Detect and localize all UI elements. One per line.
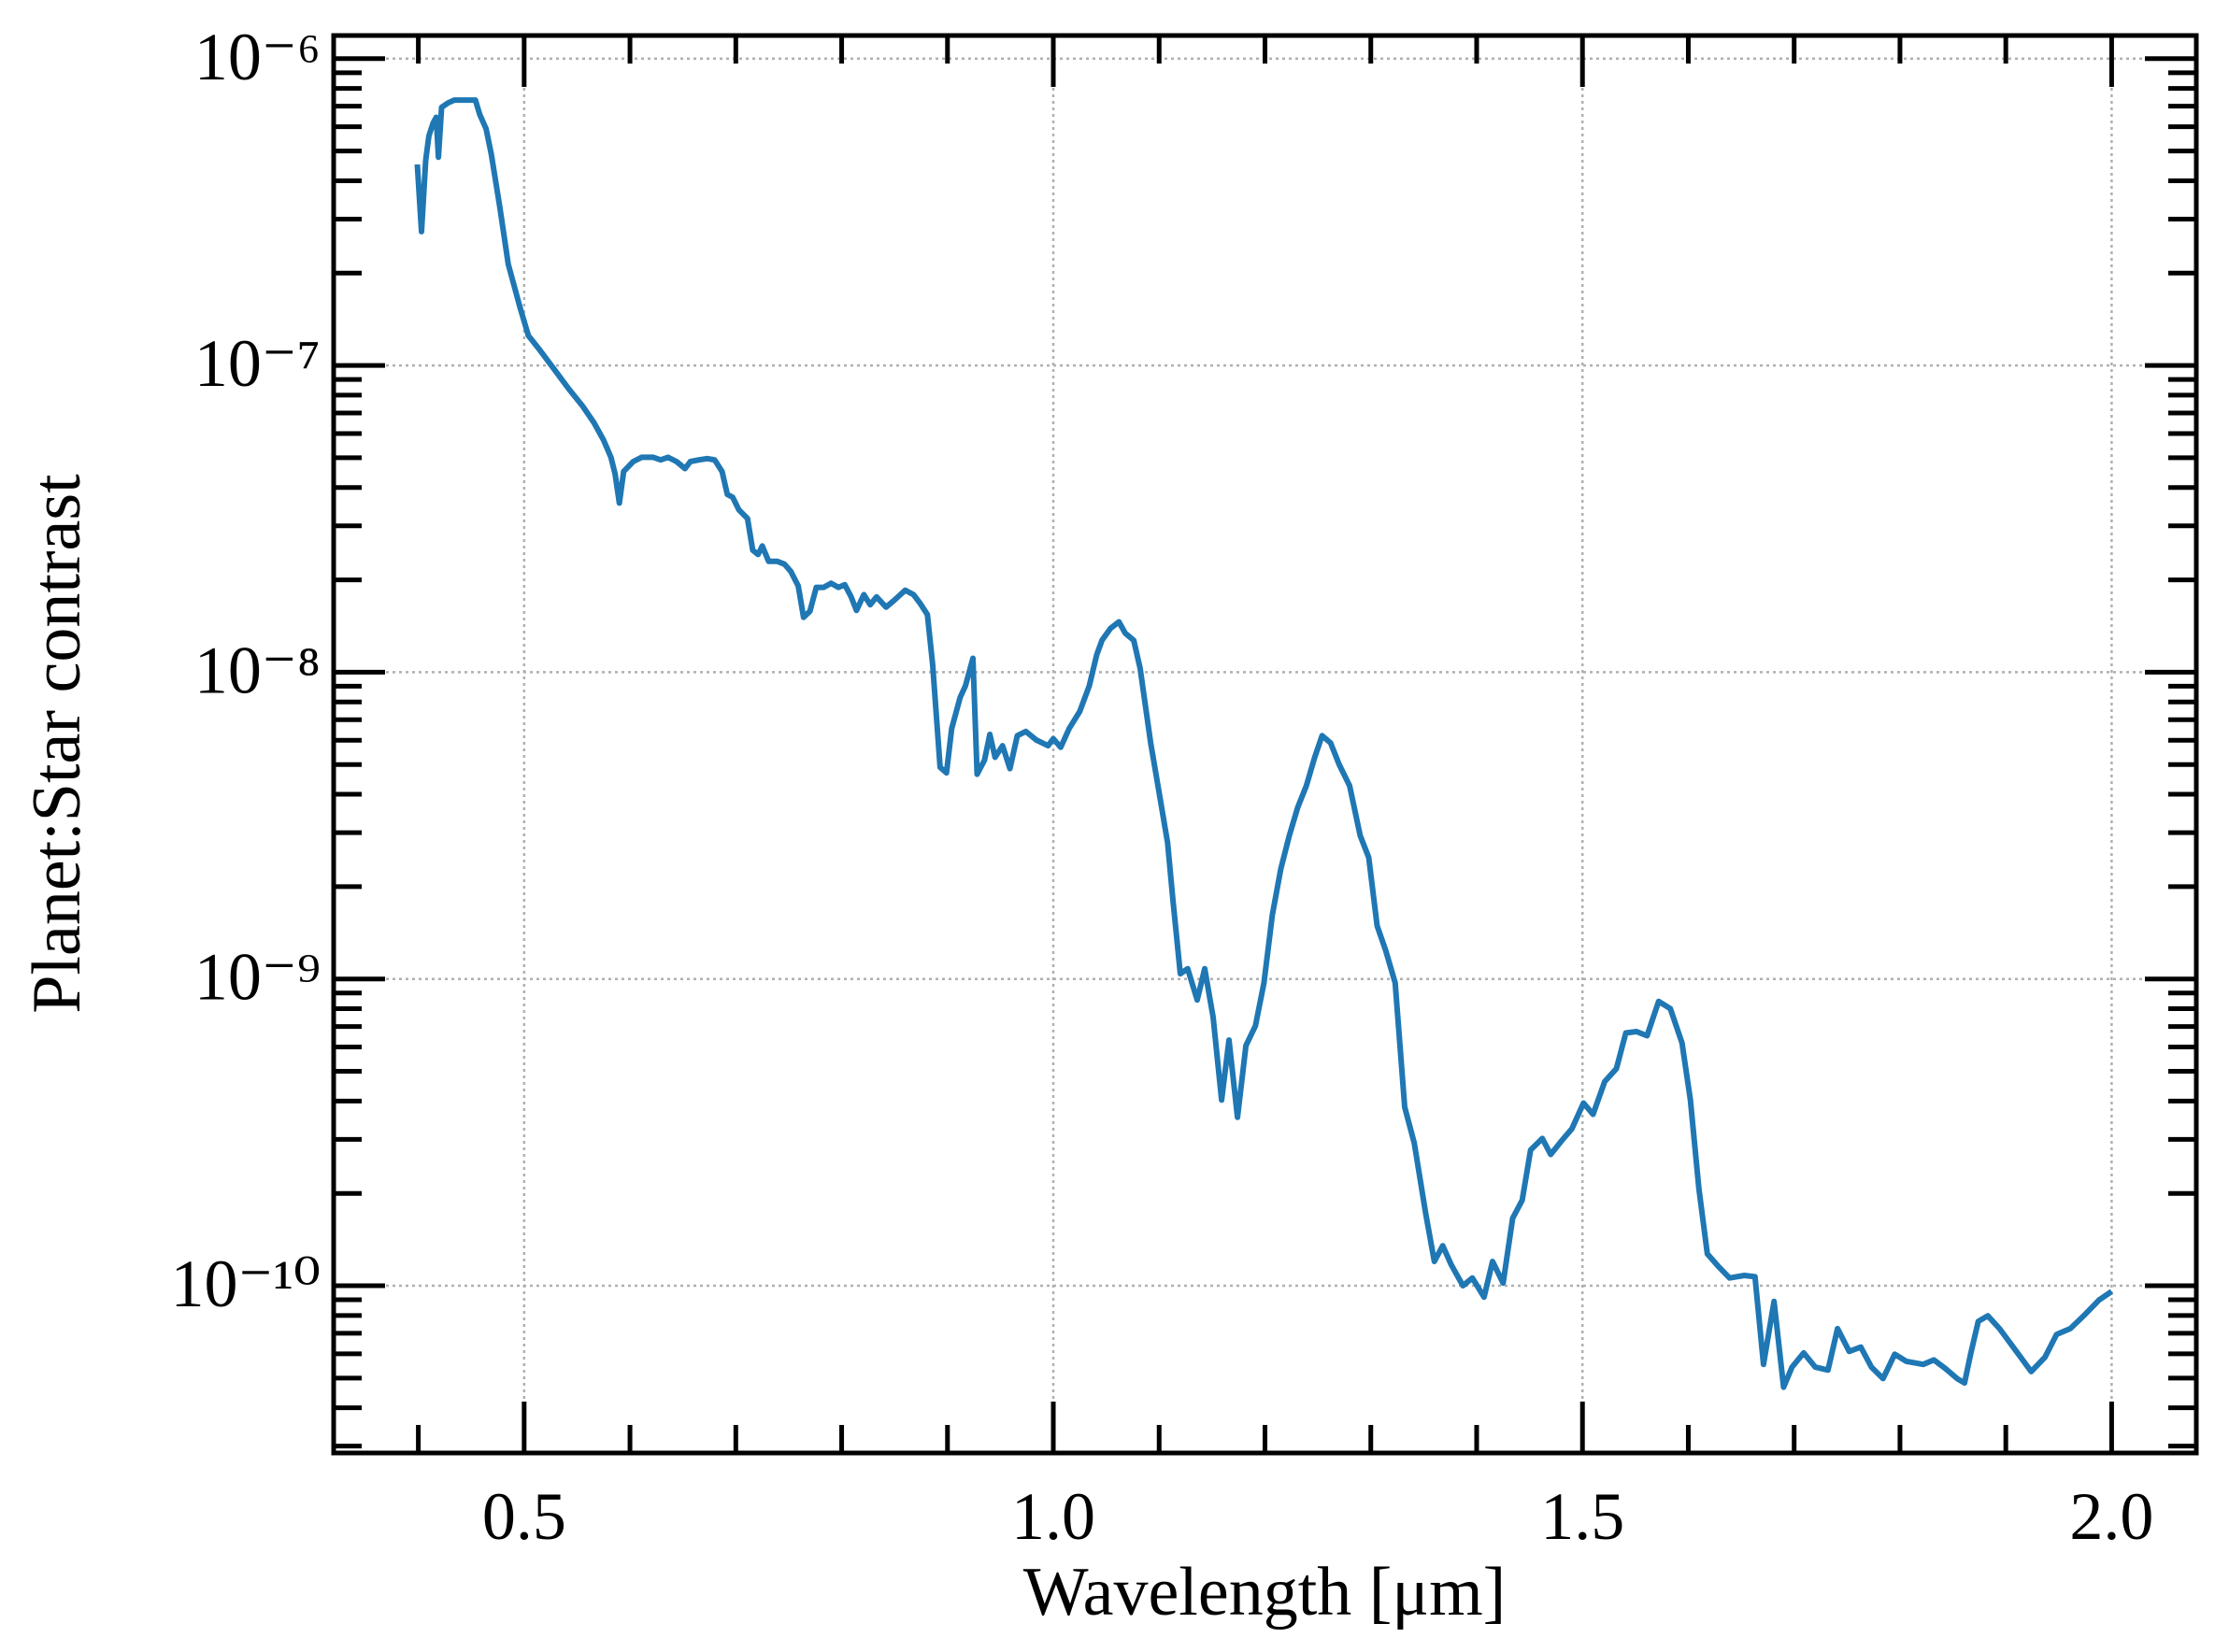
x-tick-label: 0.5 [482, 1479, 566, 1554]
x-tick-label: 2.0 [2069, 1479, 2153, 1554]
x-tick-label: 1.0 [1011, 1479, 1095, 1554]
y-tick-label: 10⁻⁶ [194, 20, 321, 94]
x-tick-label: 1.5 [1540, 1479, 1624, 1554]
x-axis-label: Wavelength [μm] [1023, 1554, 1507, 1631]
y-tick-label: 10⁻⁸ [194, 633, 321, 707]
y-tick-label: 10⁻⁷ [194, 326, 321, 401]
y-axis-label: Planet:Star contrast [19, 474, 95, 1014]
y-tick-label: 10⁻⁹ [194, 940, 321, 1015]
plot-frame [331, 33, 2199, 1456]
y-tick-label: 10⁻¹⁰ [171, 1246, 321, 1321]
data-line [414, 97, 2114, 1390]
